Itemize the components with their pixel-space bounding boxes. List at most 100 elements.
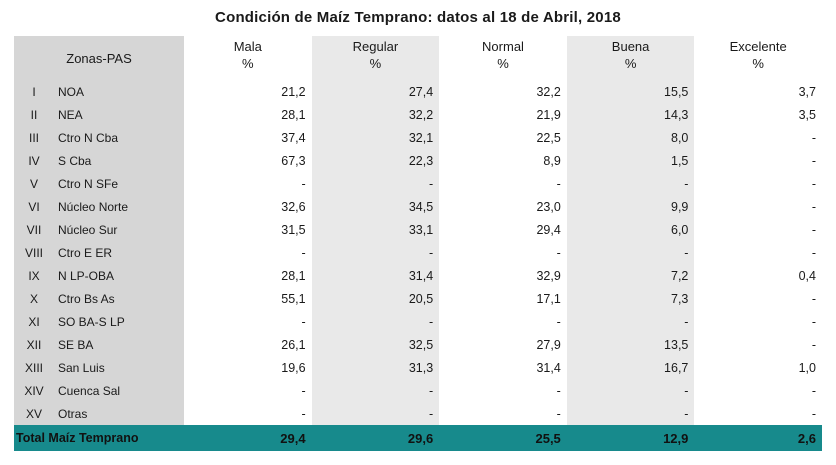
value-cell: - xyxy=(694,218,822,241)
value-cell: 17,1 xyxy=(439,287,567,310)
zone-name: N LP-OBA xyxy=(54,264,185,287)
value-cell: 33,1 xyxy=(311,218,440,241)
value-cell: - xyxy=(439,310,567,333)
value-cell: - xyxy=(566,241,695,264)
column-header-regular: Regular% xyxy=(311,36,440,80)
zone-name: Ctro Bs As xyxy=(54,287,185,310)
zone-name: Núcleo Sur xyxy=(54,218,185,241)
value-cell: - xyxy=(439,379,567,402)
header-row: Zonas-PAS Mala% Regular% Normal% Buena% … xyxy=(14,36,822,80)
value-cell: - xyxy=(694,310,822,333)
zone-number: XIV xyxy=(14,379,54,402)
maize-condition-table: Zonas-PAS Mala% Regular% Normal% Buena% … xyxy=(14,36,822,451)
value-cell: 34,5 xyxy=(311,195,440,218)
value-cell: 1,0 xyxy=(694,356,822,379)
zone-name: Cuenca Sal xyxy=(54,379,185,402)
column-header-normal: Normal% xyxy=(439,36,567,80)
table-row: XIII San Luis 19,6 31,3 31,4 16,7 1,0 xyxy=(14,356,822,379)
value-cell: 32,1 xyxy=(311,126,440,149)
value-cell: - xyxy=(311,402,440,425)
column-unit: % xyxy=(624,56,637,71)
value-cell: 32,2 xyxy=(311,103,440,126)
zone-number: XII xyxy=(14,333,54,356)
total-cell: 2,6 xyxy=(694,425,822,451)
value-cell: 3,7 xyxy=(694,80,822,103)
table-row: VI Núcleo Norte 32,6 34,5 23,0 9,9- xyxy=(14,195,822,218)
table-row: I NOA 21,2 27,4 32,2 15,5 3,7 xyxy=(14,80,822,103)
table-row: XI SO BA-S LP - - - - - xyxy=(14,310,822,333)
table-row: X Ctro Bs As 55,1 20,5 17,1 7,3- xyxy=(14,287,822,310)
value-cell: - xyxy=(311,310,440,333)
value-cell: 6,0 xyxy=(566,218,695,241)
value-cell: - xyxy=(566,310,695,333)
value-cell: - xyxy=(184,310,312,333)
zone-number: VII xyxy=(14,218,54,241)
value-cell: 3,5 xyxy=(694,103,822,126)
value-cell: 28,1 xyxy=(184,103,312,126)
zone-number: V xyxy=(14,172,54,195)
table-row: VIII Ctro E ER - - - - - xyxy=(14,241,822,264)
value-cell: - xyxy=(694,287,822,310)
value-cell: 28,1 xyxy=(184,264,312,287)
zone-name: NOA xyxy=(54,80,185,103)
zone-number: IX xyxy=(14,264,54,287)
zone-number: IV xyxy=(14,149,54,172)
table-row: II NEA 28,1 32,2 21,9 14,3 3,5 xyxy=(14,103,822,126)
zone-number: I xyxy=(14,80,54,103)
value-cell: 14,3 xyxy=(566,103,695,126)
table-row: XV Otras - - - - - xyxy=(14,402,822,425)
value-cell: 9,9 xyxy=(566,195,695,218)
value-cell: - xyxy=(694,126,822,149)
value-cell: 55,1 xyxy=(184,287,312,310)
zone-number: X xyxy=(14,287,54,310)
value-cell: 31,4 xyxy=(311,264,440,287)
value-cell: 13,5 xyxy=(566,333,695,356)
zone-name: Ctro N SFe xyxy=(54,172,185,195)
value-cell: - xyxy=(694,379,822,402)
value-cell: - xyxy=(694,241,822,264)
value-cell: 27,4 xyxy=(311,80,440,103)
value-cell: - xyxy=(694,333,822,356)
column-header-excelente: Excelente% xyxy=(694,36,822,80)
table-row: III Ctro N Cba 37,4 32,1 22,5 8,0- xyxy=(14,126,822,149)
table-row: IV S Cba 67,3 22,3 8,9 1,5- xyxy=(14,149,822,172)
table-body: I NOA 21,2 27,4 32,2 15,5 3,7 II NEA 28,1 32,2 21,9… xyxy=(14,80,822,425)
total-label: Total Maíz Temprano xyxy=(14,425,185,451)
value-cell: - xyxy=(184,402,312,425)
value-cell: 23,0 xyxy=(439,195,567,218)
zonas-header: Zonas-PAS xyxy=(14,36,185,80)
value-cell: 26,1 xyxy=(184,333,312,356)
value-cell: - xyxy=(184,241,312,264)
zone-name: SO BA-S LP xyxy=(54,310,185,333)
value-cell: 31,3 xyxy=(311,356,440,379)
zone-name: S Cba xyxy=(54,149,185,172)
value-cell: - xyxy=(566,172,695,195)
value-cell: 32,9 xyxy=(439,264,567,287)
value-cell: 7,2 xyxy=(566,264,695,287)
column-name: Normal xyxy=(482,39,524,54)
zone-number: VI xyxy=(14,195,54,218)
value-cell: - xyxy=(184,172,312,195)
value-cell: - xyxy=(694,195,822,218)
value-cell: - xyxy=(311,241,440,264)
value-cell: 32,2 xyxy=(439,80,567,103)
zone-number: XIII xyxy=(14,356,54,379)
value-cell: 8,9 xyxy=(439,149,567,172)
value-cell: 21,9 xyxy=(439,103,567,126)
table-row: V Ctro N SFe - - - - - xyxy=(14,172,822,195)
zone-name: Núcleo Norte xyxy=(54,195,185,218)
zone-number: XI xyxy=(14,310,54,333)
value-cell: - xyxy=(439,402,567,425)
value-cell: 21,2 xyxy=(184,80,312,103)
total-row: Total Maíz Temprano 29,4 29,6 25,5 12,9 … xyxy=(14,425,822,451)
value-cell: 0,4 xyxy=(694,264,822,287)
value-cell: 1,5 xyxy=(566,149,695,172)
table-row: XIV Cuenca Sal - - - - - xyxy=(14,379,822,402)
value-cell: - xyxy=(694,172,822,195)
value-cell: 67,3 xyxy=(184,149,312,172)
zone-name: SE BA xyxy=(54,333,185,356)
column-unit: % xyxy=(369,56,382,71)
value-cell: 31,5 xyxy=(184,218,312,241)
value-cell: - xyxy=(439,241,567,264)
value-cell: 32,6 xyxy=(184,195,312,218)
